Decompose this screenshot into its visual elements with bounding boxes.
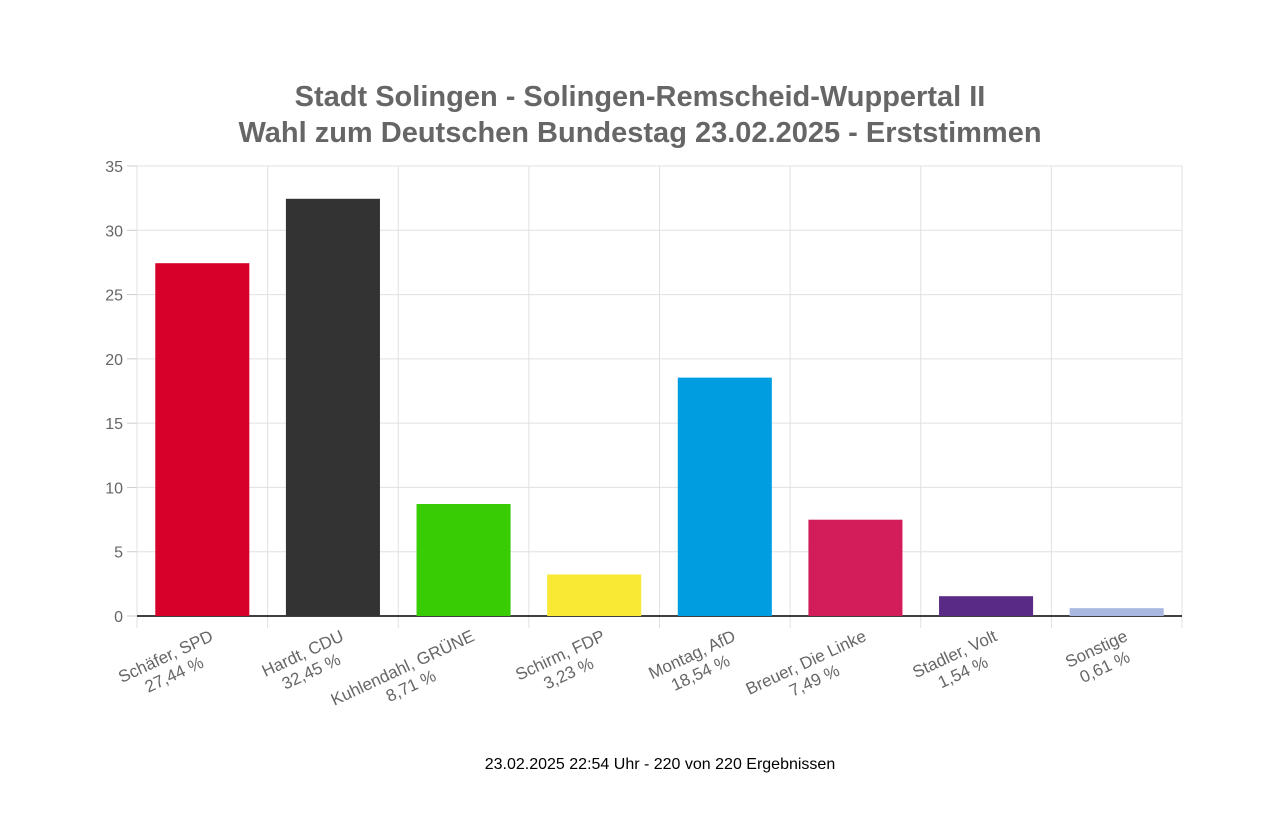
bars [155,198,1164,617]
grid: 0 5 10 15 20 25 30 35 [105,159,1183,628]
bar [155,263,250,616]
chart-title-line-1: Stadt Solingen - Solingen-Remscheid-Wupp… [295,81,986,113]
chart-title-line-2: Wahl zum Deutschen Bundestag 23.02.2025 … [238,117,1041,149]
y-tick-label: 15 [105,416,123,433]
bar [808,519,903,616]
y-tick-label: 0 [114,609,123,626]
y-tick-label: 30 [105,223,123,240]
y-tick-label: 5 [114,545,123,562]
y-tick-label: 20 [105,352,123,369]
bar [1069,608,1164,616]
y-tick-label: 35 [105,159,123,176]
footer-timestamp: 23.02.2025 22:54 Uhr - 220 von 220 Ergeb… [485,756,835,773]
bar [285,198,380,617]
bar [547,574,642,616]
bar [677,377,772,616]
y-tick-label: 10 [105,480,123,497]
bar [939,596,1034,616]
bar [416,504,511,616]
y-tick-label: 25 [105,288,123,305]
